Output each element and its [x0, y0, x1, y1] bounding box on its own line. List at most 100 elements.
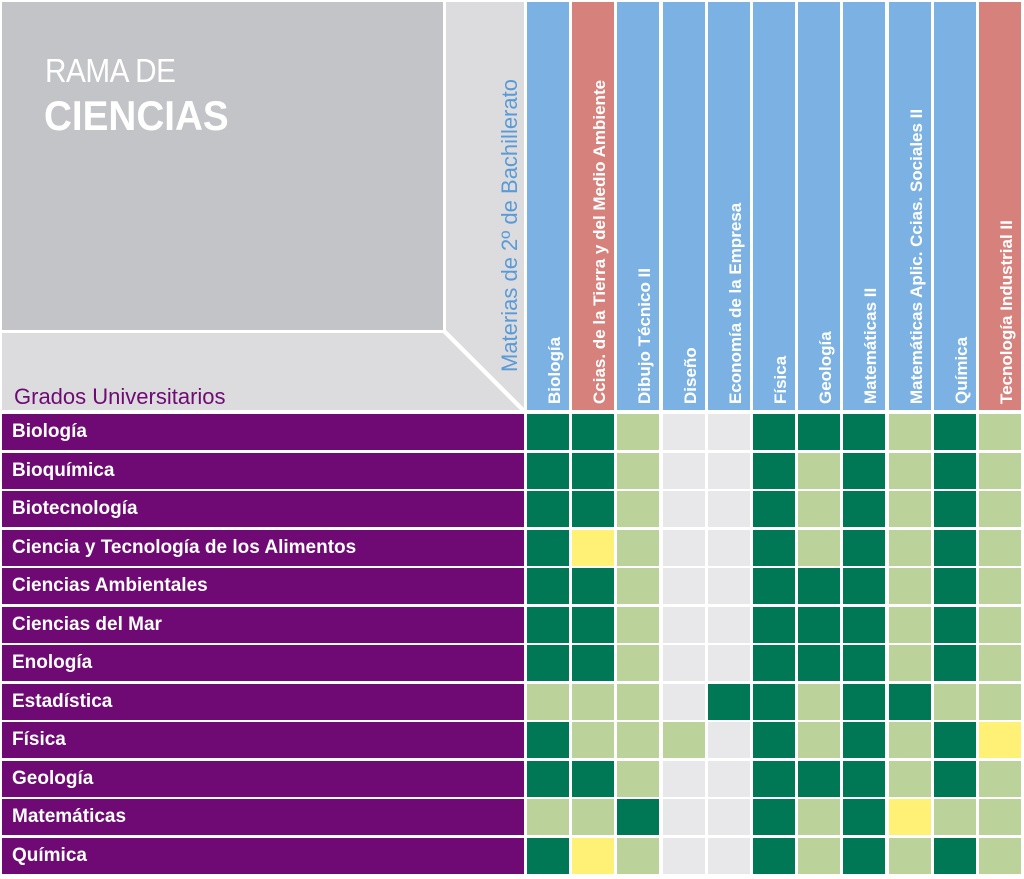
cell-biotecnologia-fisica: [753, 491, 795, 527]
cell-quimica-biologia: [527, 838, 569, 874]
row-header-label: Enología: [12, 652, 93, 673]
cell-bioquimica-economia-de-la-empresa: [708, 453, 750, 489]
cell-ciencias-del-mar-biologia: [527, 607, 569, 643]
cell-bioquimica-biologia: [527, 453, 569, 489]
cell-ciencia-y-tecnologia-de-los-alimentos-diseno: [663, 530, 705, 566]
column-header-label: Tecnología Industrial II: [997, 220, 1016, 404]
cell-estadistica-matematicas-aplic-ccias-sociales-ii: [889, 684, 931, 720]
cell-geologia-diseno: [663, 761, 705, 797]
cell-geologia-biologia: [527, 761, 569, 797]
cell-enologia-dibujo-tecnico-ii: [617, 645, 659, 681]
cell-ciencias-ambientales-geologia: [798, 568, 840, 604]
cell-geologia-matematicas-aplic-ccias-sociales-ii: [889, 761, 931, 797]
cell-biologia-dibujo-tecnico-ii: [617, 414, 659, 450]
row-header-label: Ciencia y Tecnología de los Alimentos: [12, 537, 357, 558]
column-header-biologia: Biología: [527, 2, 569, 410]
cell-estadistica-diseno: [663, 684, 705, 720]
row-header-ciencias-ambientales: Ciencias Ambientales: [2, 568, 524, 604]
row-header-fisica: Física: [2, 722, 524, 758]
cell-biotecnologia-diseno: [663, 491, 705, 527]
column-header-economia-de-la-empresa: Economía de la Empresa: [708, 2, 750, 410]
cell-ciencias-del-mar-economia-de-la-empresa: [708, 607, 750, 643]
cell-geologia-economia-de-la-empresa: [708, 761, 750, 797]
row-header-label: Biología: [12, 421, 87, 442]
row-header-label: Física: [12, 729, 66, 750]
cell-estadistica-tecnologia-industrial-ii: [979, 684, 1021, 720]
cell-geologia-dibujo-tecnico-ii: [617, 761, 659, 797]
cell-quimica-dibujo-tecnico-ii: [617, 838, 659, 874]
cell-biotecnologia-geologia: [798, 491, 840, 527]
row-header-ciencias-del-mar: Ciencias del Mar: [2, 607, 524, 643]
row-header-ciencia-y-tecnologia-de-los-alimentos: Ciencia y Tecnología de los Alimentos: [2, 530, 524, 566]
column-header-fisica: Física: [753, 2, 795, 410]
cell-biologia-ccias-de-la-tierra-y-del-medio-ambiente: [572, 414, 614, 450]
cell-ciencia-y-tecnologia-de-los-alimentos-matematicas-aplic-ccias-sociales-ii: [889, 530, 931, 566]
cell-biotecnologia-ccias-de-la-tierra-y-del-medio-ambiente: [572, 491, 614, 527]
cell-ciencias-ambientales-ccias-de-la-tierra-y-del-medio-ambiente: [572, 568, 614, 604]
row-header-label: Matemáticas: [12, 806, 127, 827]
columns-axis-title: Materias de 2º de Bachillerato: [497, 79, 522, 372]
corner-diagonal-divider: [443, 330, 525, 412]
cell-quimica-matematicas-aplic-ccias-sociales-ii: [889, 838, 931, 874]
cell-enologia-economia-de-la-empresa: [708, 645, 750, 681]
column-header-ccias-de-la-tierra-y-del-medio-ambiente: Ccias. de la Tierra y del Medio Ambiente: [572, 2, 614, 410]
cell-fisica-quimica: [934, 722, 976, 758]
cell-matematicas-economia-de-la-empresa: [708, 799, 750, 835]
cell-ciencias-del-mar-matematicas-aplic-ccias-sociales-ii: [889, 607, 931, 643]
cell-fisica-diseno: [663, 722, 705, 758]
cell-geologia-quimica: [934, 761, 976, 797]
row-header-label: Química: [12, 845, 87, 866]
cell-ciencias-del-mar-dibujo-tecnico-ii: [617, 607, 659, 643]
cell-ciencias-ambientales-diseno: [663, 568, 705, 604]
column-header-matematicas-aplic-ccias-sociales-ii: Matemáticas Aplic. Ccias. Sociales II: [889, 2, 931, 410]
cell-ciencia-y-tecnologia-de-los-alimentos-quimica: [934, 530, 976, 566]
column-header-tecnologia-industrial-ii: Tecnología Industrial II: [979, 2, 1021, 410]
cell-biotecnologia-economia-de-la-empresa: [708, 491, 750, 527]
row-header-label: Estadística: [12, 691, 113, 712]
cell-ciencias-ambientales-quimica: [934, 568, 976, 604]
cell-matematicas-geologia: [798, 799, 840, 835]
cell-ciencia-y-tecnologia-de-los-alimentos-biologia: [527, 530, 569, 566]
cell-fisica-matematicas-aplic-ccias-sociales-ii: [889, 722, 931, 758]
cell-biotecnologia-tecnologia-industrial-ii: [979, 491, 1021, 527]
cell-quimica-matematicas-ii: [843, 838, 885, 874]
row-header-enologia: Enología: [2, 645, 524, 681]
column-header-label: Dibujo Técnico II: [635, 267, 654, 404]
cell-ciencias-del-mar-ccias-de-la-tierra-y-del-medio-ambiente: [572, 607, 614, 643]
column-header-diseno: Diseño: [663, 2, 705, 410]
column-header-label: Matemáticas Aplic. Ccias. Sociales II: [907, 108, 926, 404]
cell-ciencias-ambientales-matematicas-ii: [843, 568, 885, 604]
row-header-label: Biotecnología: [12, 498, 138, 519]
cell-fisica-biologia: [527, 722, 569, 758]
row-header-geologia: Geología: [2, 761, 524, 797]
cell-fisica-matematicas-ii: [843, 722, 885, 758]
cell-ciencias-del-mar-tecnologia-industrial-ii: [979, 607, 1021, 643]
cell-matematicas-matematicas-ii: [843, 799, 885, 835]
cell-biologia-tecnologia-industrial-ii: [979, 414, 1021, 450]
cell-quimica-economia-de-la-empresa: [708, 838, 750, 874]
cell-ciencia-y-tecnologia-de-los-alimentos-dibujo-tecnico-ii: [617, 530, 659, 566]
cell-biologia-matematicas-aplic-ccias-sociales-ii: [889, 414, 931, 450]
cell-biologia-diseno: [663, 414, 705, 450]
cell-ciencias-ambientales-matematicas-aplic-ccias-sociales-ii: [889, 568, 931, 604]
cell-biotecnologia-quimica: [934, 491, 976, 527]
column-header-label: Diseño: [681, 347, 700, 404]
cell-matematicas-diseno: [663, 799, 705, 835]
cell-fisica-dibujo-tecnico-ii: [617, 722, 659, 758]
column-axis-panel: [446, 2, 524, 333]
column-header-geologia: Geología: [798, 2, 840, 410]
cell-ciencias-del-mar-diseno: [663, 607, 705, 643]
cell-fisica-fisica: [753, 722, 795, 758]
cell-quimica-geologia: [798, 838, 840, 874]
cell-bioquimica-dibujo-tecnico-ii: [617, 453, 659, 489]
cell-enologia-biologia: [527, 645, 569, 681]
column-header-matematicas-ii: Matemáticas II: [843, 2, 885, 410]
cell-bioquimica-ccias-de-la-tierra-y-del-medio-ambiente: [572, 453, 614, 489]
cell-ciencia-y-tecnologia-de-los-alimentos-matematicas-ii: [843, 530, 885, 566]
cell-enologia-diseno: [663, 645, 705, 681]
row-header-bioquimica: Bioquímica: [2, 453, 524, 489]
cell-ciencias-ambientales-economia-de-la-empresa: [708, 568, 750, 604]
column-header-label: Economía de la Empresa: [726, 202, 745, 404]
cell-fisica-economia-de-la-empresa: [708, 722, 750, 758]
title-line-1: RAMA DE: [45, 52, 176, 89]
